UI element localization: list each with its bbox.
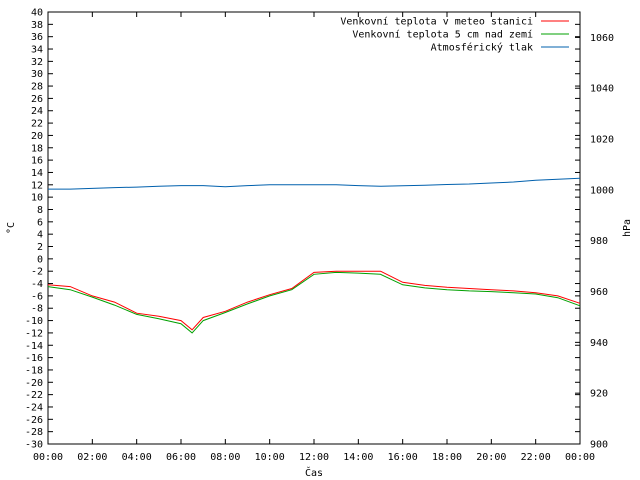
x-tick-label: 22:00 — [521, 452, 551, 463]
legend-label-3: Atmosférický tlak — [431, 42, 533, 54]
y-tick-label: 2 — [37, 242, 43, 253]
y2-tick-label: 940 — [590, 338, 608, 349]
series-group — [47, 177, 581, 334]
y-tick-label: -24 — [25, 402, 43, 413]
y-tick-label: -14 — [25, 341, 43, 352]
y-tick-label: -10 — [25, 316, 43, 327]
y-tick-label: 12 — [31, 180, 43, 191]
legend-label-2: Venkovní teplota 5 cm nad zemí — [352, 29, 533, 41]
series-line-1 — [47, 270, 581, 331]
y-tick-label: 10 — [31, 193, 43, 204]
y-tick-label: 4 — [37, 230, 43, 241]
x-tick-label: 06:00 — [166, 452, 196, 463]
y2-tick-label: 1060 — [590, 33, 614, 44]
chart-frame-group — [47, 11, 581, 445]
y-tick-label: 28 — [31, 82, 43, 93]
x-tick-label: 02:00 — [77, 452, 107, 463]
y-tick-label: 14 — [31, 168, 43, 179]
y-tick-label: -12 — [25, 328, 43, 339]
y-tick-label: 38 — [31, 20, 43, 31]
y-axis-left: 4038363432302826242220181614121086420-2-… — [25, 8, 580, 451]
plot-frame — [47, 11, 581, 445]
y-tick-label: 34 — [31, 45, 43, 56]
y-tick-label: -26 — [25, 415, 43, 426]
x-axis-label: Čas — [305, 466, 323, 479]
y-tick-label: -20 — [25, 378, 43, 389]
y2-tick-label: 1020 — [590, 135, 614, 146]
y-tick-label: -6 — [31, 291, 43, 302]
y-tick-label: -16 — [25, 353, 43, 364]
y-tick-label: 24 — [31, 106, 43, 117]
x-tick-label: 04:00 — [122, 452, 152, 463]
y-tick-label: 22 — [31, 119, 43, 130]
y-tick-label: 18 — [31, 143, 43, 154]
y-tick-label: -30 — [25, 440, 43, 451]
y-tick-label: 32 — [31, 57, 43, 68]
y2-tick-label: 980 — [590, 236, 608, 247]
y-tick-label: 36 — [31, 32, 43, 43]
y-tick-label: 6 — [37, 217, 43, 228]
x-tick-label: 00:00 — [565, 452, 595, 463]
series-line-3 — [48, 177, 581, 190]
y-tick-label: -4 — [31, 279, 43, 290]
y-axis-right: 1060 1040 1020 1000 980 960 940 920 900 — [575, 33, 614, 451]
x-tick-label: 20:00 — [476, 452, 506, 463]
y-tick-label: -18 — [25, 365, 43, 376]
legend: Venkovní teplota v meteo staniciVenkovní… — [340, 16, 569, 54]
y-tick-label: 30 — [31, 69, 43, 80]
y-tick-label: -8 — [31, 304, 43, 315]
y-tick-label: 40 — [31, 8, 43, 19]
y2-tick-label: 920 — [590, 389, 608, 400]
x-tick-label: 12:00 — [299, 452, 329, 463]
x-tick-label: 10:00 — [255, 452, 285, 463]
legend-label-1: Venkovní teplota v meteo stanici — [340, 16, 533, 28]
y2-tick-label: 900 — [590, 440, 608, 451]
y-tick-label: 26 — [31, 94, 43, 105]
y-axis-label: °C — [6, 222, 17, 234]
y-tick-label: 0 — [37, 254, 43, 265]
y2-axis-label: hPa — [622, 219, 633, 237]
x-tick-label: 16:00 — [388, 452, 418, 463]
y2-tick-label: 1040 — [590, 84, 614, 95]
y-tick-label: -2 — [31, 267, 43, 278]
y-tick-label: -28 — [25, 427, 43, 438]
y-tick-label: 8 — [37, 205, 43, 216]
x-tick-label: 18:00 — [432, 452, 462, 463]
x-tick-label: 08:00 — [210, 452, 240, 463]
y-tick-label: 16 — [31, 156, 43, 167]
series-line-2 — [47, 271, 581, 334]
x-axis: 00:00 02:00 04:00 06:00 08:00 10:00 12:00 14:00… — [33, 12, 595, 463]
y-tick-label: -22 — [25, 390, 43, 401]
y-tick-label: 20 — [31, 131, 43, 142]
x-tick-label: 14:00 — [343, 452, 373, 463]
y2-tick-label: 1000 — [590, 185, 614, 196]
x-tick-label: 00:00 — [33, 452, 63, 463]
y2-tick-label: 960 — [590, 287, 608, 298]
